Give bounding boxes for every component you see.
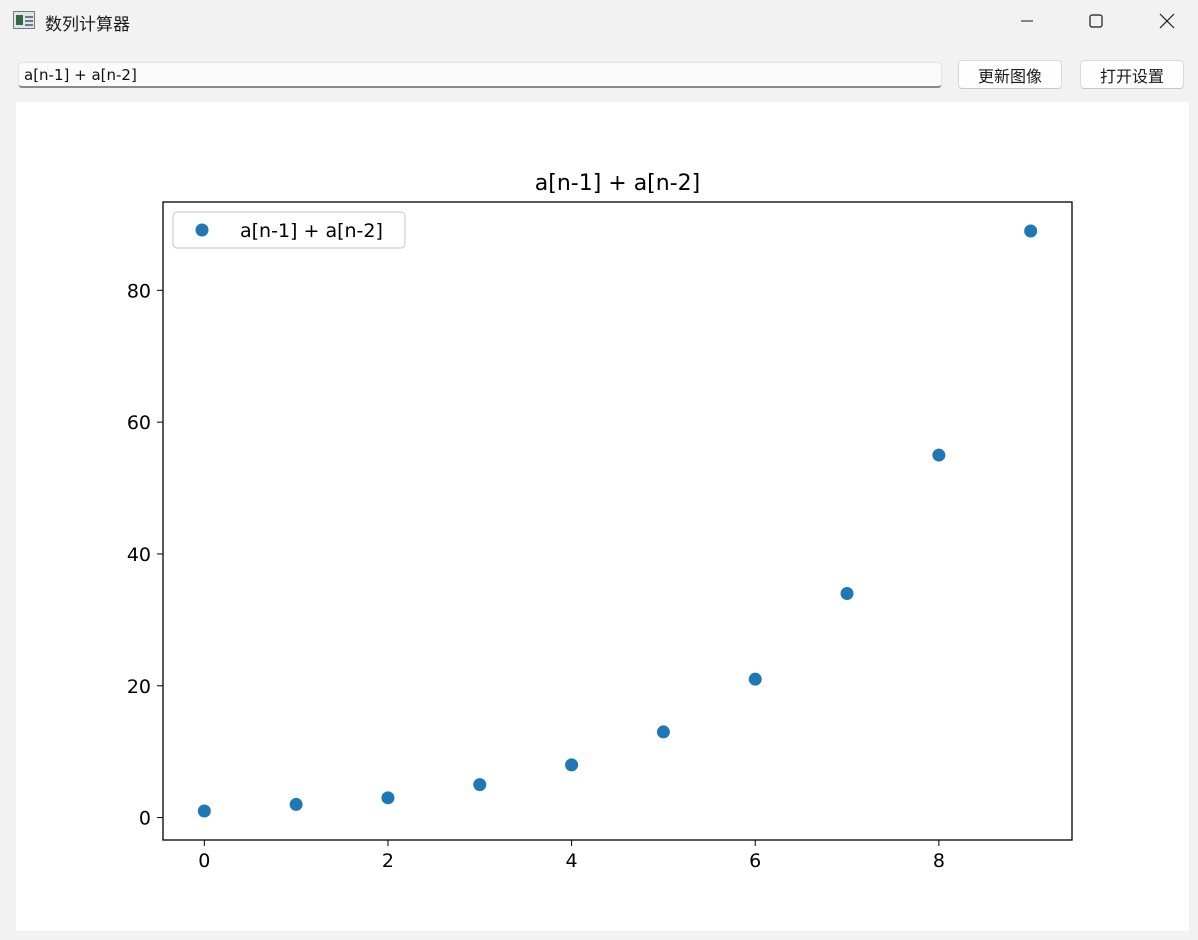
legend-box [172, 211, 406, 249]
chart-title: a[n-1] + a[n-2] [535, 171, 700, 196]
data-point [932, 448, 946, 462]
x-tick-label: 0 [198, 850, 210, 872]
data-point [381, 791, 395, 805]
x-tick-label: 6 [749, 850, 761, 872]
legend-marker [195, 223, 209, 237]
data-point [1024, 224, 1038, 238]
x-tick-label: 2 [382, 850, 394, 872]
maximize-icon [1089, 14, 1103, 28]
data-point [840, 587, 854, 600]
plot-frame [162, 201, 1073, 841]
y-tick-label: 20 [127, 676, 151, 698]
minimize-button[interactable] [1004, 0, 1050, 42]
data-point [197, 804, 211, 818]
y-tick-label: 0 [139, 808, 151, 830]
window-title: 数列计算器 [45, 15, 130, 35]
app-window-icon [13, 11, 35, 29]
update-graph-button[interactable]: 更新图像 [958, 60, 1062, 89]
maximize-button[interactable] [1073, 0, 1119, 42]
close-icon [1159, 13, 1175, 29]
y-tick-label: 80 [127, 280, 151, 302]
plot-canvas: a[n-1] + a[n-2] 0 2 4 6 8 0 20 40 60 80 a[n-1] + a[… [16, 102, 1189, 931]
legend-label: a[n-1] + a[n-2] [240, 220, 383, 242]
minimize-icon [1021, 20, 1033, 22]
x-tick-label: 4 [566, 850, 578, 872]
expression-input[interactable] [18, 62, 942, 88]
data-point [289, 797, 303, 811]
title-bar: 数列计算器 [0, 0, 1198, 42]
x-tick-label: 8 [933, 850, 945, 872]
open-settings-button[interactable]: 打开设置 [1080, 60, 1184, 89]
data-point [748, 672, 762, 686]
data-point [656, 725, 670, 739]
y-tick-label: 40 [127, 544, 151, 566]
data-point [473, 778, 487, 792]
y-tick-label: 60 [127, 412, 151, 434]
data-point [565, 758, 579, 772]
close-button[interactable] [1144, 0, 1190, 42]
